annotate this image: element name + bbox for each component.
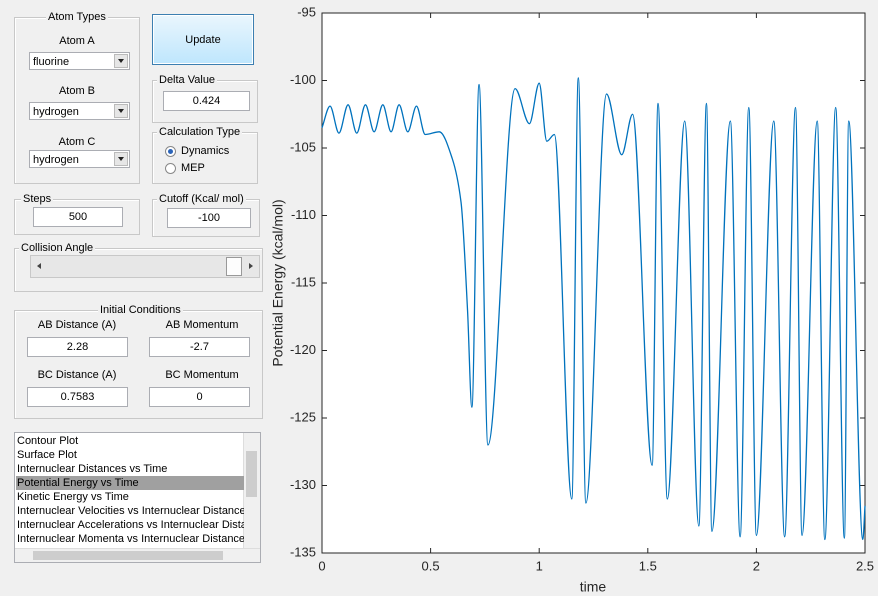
list-item[interactable]: Potential Energy vs Time <box>16 476 244 490</box>
radio-label: Dynamics <box>181 145 230 157</box>
dropdown-arrow[interactable] <box>114 104 128 118</box>
text-input[interactable]: 500 <box>33 207 123 227</box>
y-tick-label: -125 <box>290 409 316 424</box>
x-tick-label: 2.5 <box>856 558 874 573</box>
panel-title: Atom Types <box>46 11 108 23</box>
dropdown-value: hydrogen <box>33 106 79 118</box>
update-button[interactable]: Update <box>152 14 254 65</box>
plot-listbox[interactable]: Contour Plot Surface Plot Internuclear Dis… <box>14 432 261 563</box>
cutoff-panel: Cutoff (Kcal/ mol) -100 <box>152 193 260 237</box>
list-item[interactable]: Contour Plot <box>17 435 79 447</box>
list-item[interactable]: Internuclear Accelerations vs Internucle… <box>17 519 244 531</box>
list-item[interactable]: Internuclear Velocities vs Internuclear … <box>17 505 244 517</box>
panel-title: Collision Angle <box>19 242 96 254</box>
label: BC Distance (A) <box>37 369 117 381</box>
y-tick-label: -100 <box>290 72 316 87</box>
initial-conditions-panel: Initial Conditions AB Distance (A) AB Mo… <box>14 304 263 419</box>
y-axis-label: Potential Energy (kcal/mol) <box>270 199 286 366</box>
x-axis-label: time <box>580 579 607 595</box>
dropdown-value: hydrogen <box>33 154 79 166</box>
x-tick-label: 0 <box>318 558 325 573</box>
dropdown-value: fluorine <box>33 56 70 68</box>
label: Atom B <box>58 85 96 97</box>
panel-title: Cutoff (Kcal/ mol) <box>157 193 246 205</box>
slider-thumb[interactable] <box>226 257 242 276</box>
x-tick-label: 1.5 <box>639 558 657 573</box>
atom-types-panel: Atom Types Atom A fluorine Atom B hydrog… <box>14 11 140 184</box>
y-tick-label: -110 <box>291 207 316 222</box>
panel-title: Steps <box>21 193 54 205</box>
x-tick-label: 2 <box>753 558 760 573</box>
label: AB Distance (A) <box>37 319 117 331</box>
text-input[interactable]: -100 <box>167 208 251 228</box>
horizontal-scrollbar[interactable] <box>15 548 260 562</box>
y-tick-label: -115 <box>291 274 316 289</box>
steps-panel: Steps 500 <box>14 193 140 235</box>
list-item[interactable]: Internuclear Distances vs Time <box>17 463 168 475</box>
text-input[interactable]: 0 <box>149 387 250 407</box>
panel-title: Initial Conditions <box>98 304 183 316</box>
slider[interactable] <box>30 255 260 278</box>
data-line <box>321 77 866 541</box>
button-label: Update <box>185 34 221 46</box>
label: AB Momentum <box>165 319 239 331</box>
text-input[interactable]: 0.424 <box>163 91 250 111</box>
text-input[interactable]: -2.7 <box>149 337 250 357</box>
dropdown[interactable]: hydrogen <box>29 150 130 168</box>
panel-title: Calculation Type <box>157 126 243 138</box>
scrollbar-thumb[interactable] <box>246 451 257 497</box>
vertical-scrollbar[interactable] <box>243 433 260 548</box>
slider-right-arrow[interactable] <box>249 263 256 269</box>
y-tick-label: -135 <box>290 544 316 559</box>
calculation-type-panel: Calculation Type Dynamics MEP <box>152 126 258 184</box>
panel-title: Delta Value <box>157 74 218 86</box>
y-tick-label: -120 <box>290 342 316 357</box>
list-item[interactable]: Internuclear Momenta vs Internuclear Dis… <box>17 533 244 545</box>
label: BC Momentum <box>165 369 239 381</box>
radio-label: MEP <box>181 162 205 174</box>
y-tick-label: -130 <box>290 477 316 492</box>
slider-left-arrow[interactable] <box>34 263 41 269</box>
text-input[interactable]: 2.28 <box>27 337 128 357</box>
text-input[interactable]: 0.7583 <box>27 387 128 407</box>
y-tick-label: -95 <box>297 4 316 19</box>
dropdown[interactable]: hydrogen <box>29 102 130 120</box>
x-tick-label: 1 <box>536 558 543 573</box>
collision-angle-panel: Collision Angle <box>14 242 263 292</box>
x-tick-label: 0.5 <box>422 558 440 573</box>
dropdown[interactable]: fluorine <box>29 52 130 70</box>
radio-button[interactable] <box>165 146 176 157</box>
label: Atom A <box>59 35 95 47</box>
label: Atom C <box>58 136 96 148</box>
delta-panel: Delta Value 0.424 <box>152 74 258 123</box>
dropdown-arrow[interactable] <box>114 152 128 166</box>
list-item[interactable]: Surface Plot <box>17 449 77 461</box>
plot-area <box>321 12 866 554</box>
scrollbar-thumb[interactable] <box>33 551 223 560</box>
list-item[interactable]: Kinetic Energy vs Time <box>17 491 129 503</box>
y-tick-label: -105 <box>290 139 316 154</box>
dropdown-arrow[interactable] <box>114 54 128 68</box>
radio-button[interactable] <box>165 163 176 174</box>
